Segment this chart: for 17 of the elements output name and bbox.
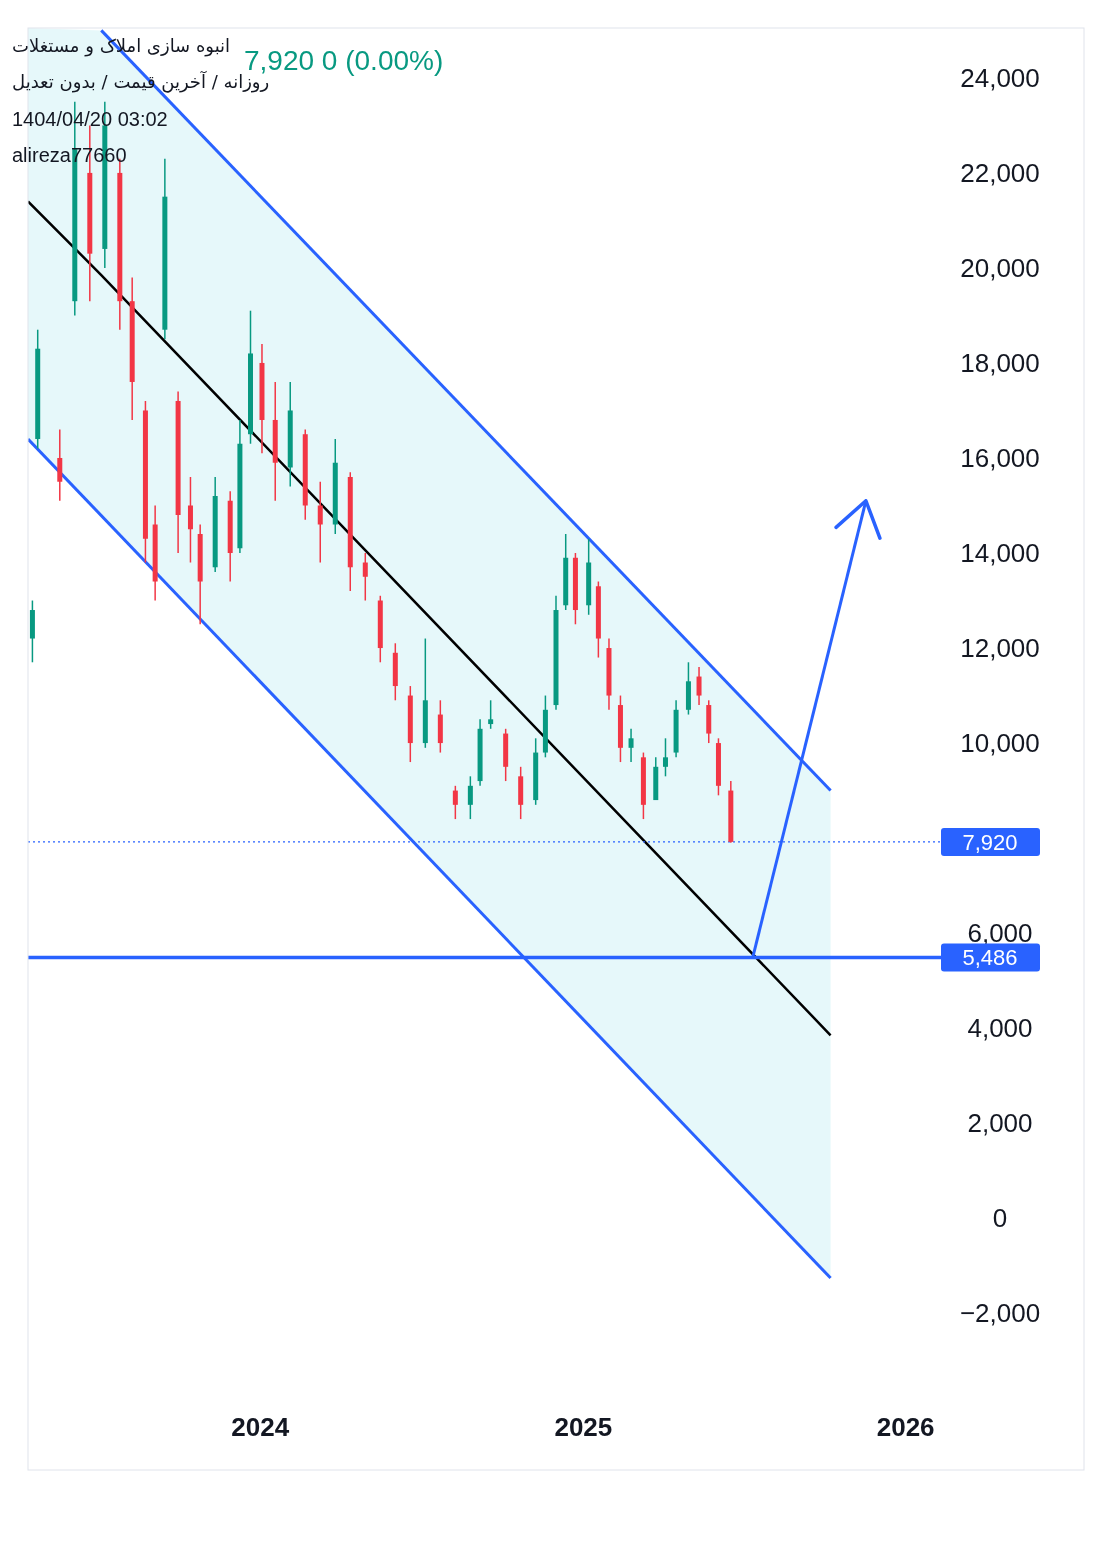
y-tick-label: 12,000 — [960, 633, 1040, 664]
y-tick-label: 18,000 — [960, 348, 1040, 379]
ref-line-label: 7,920 — [962, 829, 1018, 855]
annotation: 7,920 0 (0.00%) — [244, 45, 444, 76]
y-tick-label: −2,000 — [959, 1298, 1041, 1329]
y-tick-label: 24,000 — [960, 62, 1040, 93]
y-tick-label: 20,000 — [960, 253, 1040, 284]
y-tick-label: 14,000 — [960, 538, 1040, 569]
x-tick-label: 2026 — [876, 1412, 935, 1442]
y-tick-label: 16,000 — [960, 443, 1040, 474]
y-tick-label: 4,000 — [967, 1013, 1033, 1044]
x-tick-label: 2024 — [231, 1412, 290, 1442]
y-tick-label: 10,000 — [960, 728, 1040, 759]
y-tick-label: 0 — [992, 1203, 1008, 1234]
y-tick-label: 2,000 — [967, 1108, 1033, 1139]
x-tick-label: 2025 — [554, 1412, 613, 1442]
y-tick-label: 22,000 — [960, 158, 1040, 189]
